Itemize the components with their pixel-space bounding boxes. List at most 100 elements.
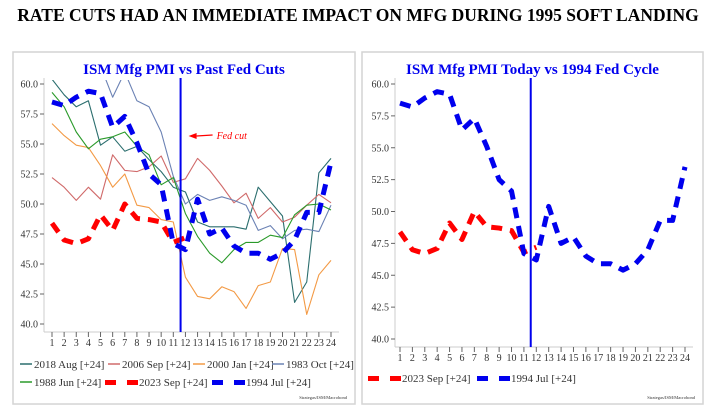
x-tick-label: 16 bbox=[229, 338, 239, 349]
x-tick-label: 21 bbox=[643, 353, 653, 364]
legend-label: 2023 Sep [+24] bbox=[139, 377, 208, 389]
y-tick-label: 50.0 bbox=[372, 207, 390, 218]
x-tick-label: 18 bbox=[606, 353, 616, 364]
y-tick-label: 40.0 bbox=[372, 335, 390, 346]
series-line-2018-aug-24- bbox=[51, 80, 332, 303]
x-tick-label: 11 bbox=[168, 338, 178, 349]
x-tick-label: 7 bbox=[472, 353, 477, 364]
x-tick-label: 20 bbox=[277, 338, 287, 349]
legend-item[interactable]: 1994 Jul [+24] bbox=[477, 373, 576, 385]
series-group bbox=[49, 80, 334, 315]
x-tick-label: 14 bbox=[556, 353, 566, 364]
y-tick-label: 57.5 bbox=[372, 111, 390, 122]
x-tick-label: 5 bbox=[447, 353, 452, 364]
panel-border bbox=[361, 51, 704, 405]
x-tick-label: 12 bbox=[531, 353, 541, 364]
annotation-label: Fed cut bbox=[216, 131, 247, 142]
x-tick-label: 13 bbox=[193, 338, 203, 349]
x-tick-label: 24 bbox=[326, 338, 336, 349]
y-tick-label: 60.0 bbox=[372, 80, 390, 91]
x-tick-label: 1 bbox=[50, 338, 55, 349]
x-tick-label: 4 bbox=[86, 338, 91, 349]
series-line-2023-sep-24- bbox=[397, 209, 538, 257]
annotation-arrow-head bbox=[188, 133, 197, 139]
y-tick-label: 47.5 bbox=[372, 239, 390, 250]
chart-panel-2: ISM Mfg PMI Today vs 1994 Fed Cycle 40.0 4… bbox=[361, 51, 704, 405]
y-tick-label: 45.0 bbox=[372, 271, 390, 282]
page-title: RATE CUTS HAD AN IMMEDIATE IMPACT ON MFG… bbox=[17, 5, 699, 25]
series-line-2006-sep-24- bbox=[51, 154, 332, 223]
legend-label: 2018 Aug [+24] bbox=[34, 359, 104, 371]
legend-item[interactable]: 2000 Jan [+24] bbox=[193, 359, 274, 371]
x-tick-label: 4 bbox=[435, 353, 440, 364]
y-tick-label: 45.0 bbox=[21, 260, 39, 271]
x-tick-label: 8 bbox=[134, 338, 139, 349]
chart-title: ISM Mfg PMI Today vs 1994 Fed Cycle bbox=[406, 62, 659, 78]
x-tick-label: 20 bbox=[630, 353, 640, 364]
chart-panel-1: ISM Mfg PMI vs Past Fed Cuts 40.0 42.5 45.0… bbox=[12, 51, 356, 405]
x-tick-label: 3 bbox=[74, 338, 79, 349]
legend-label: 2006 Sep [+24] bbox=[122, 359, 191, 371]
panel-border bbox=[12, 51, 356, 405]
annotation-arrow bbox=[196, 134, 213, 137]
x-tick-label: 10 bbox=[156, 338, 166, 349]
x-tick-label: 19 bbox=[265, 338, 275, 349]
x-tick-label: 7 bbox=[122, 338, 127, 349]
x-tick-label: 17 bbox=[593, 353, 603, 364]
x-tick-label: 2 bbox=[410, 353, 415, 364]
x-tick-label: 22 bbox=[655, 353, 665, 364]
legend-item[interactable]: 2023 Sep [+24] bbox=[368, 373, 471, 385]
x-tick-label: 9 bbox=[147, 338, 152, 349]
y-tick-label: 60.0 bbox=[21, 80, 39, 91]
y-tick-label: 52.5 bbox=[21, 170, 39, 181]
x-tick-label: 19 bbox=[618, 353, 628, 364]
x-tick-label: 6 bbox=[459, 353, 464, 364]
source-note: Strategas/ISM/Macrobond bbox=[647, 395, 695, 400]
x-tick-label: 21 bbox=[290, 338, 300, 349]
x-tick-label: 13 bbox=[544, 353, 554, 364]
x-tick-label: 24 bbox=[680, 353, 690, 364]
y-tick-label: 50.0 bbox=[21, 200, 39, 211]
x-tick-label: 15 bbox=[217, 338, 227, 349]
y-tick-label: 40.0 bbox=[21, 320, 39, 331]
x-tick-label: 3 bbox=[422, 353, 427, 364]
series-line-1988-jun-24- bbox=[51, 92, 332, 264]
source-note: Strategas/ISM/Macrobond bbox=[299, 395, 347, 400]
x-tick-label: 11 bbox=[519, 353, 529, 364]
x-tick-label: 2 bbox=[62, 338, 67, 349]
chart-title: ISM Mfg PMI vs Past Fed Cuts bbox=[83, 62, 285, 78]
legend-item[interactable]: 1983 Oct [+24] bbox=[272, 359, 354, 371]
x-tick-label: 17 bbox=[241, 338, 251, 349]
legend-dash-marker bbox=[477, 376, 488, 381]
series-line-1994-jul-24- bbox=[51, 88, 334, 262]
legend-item[interactable]: 2023 Sep [+24] bbox=[105, 377, 208, 389]
series-group bbox=[397, 89, 688, 273]
legend-item[interactable]: 2018 Aug [+24] bbox=[20, 359, 104, 371]
legend-item[interactable]: 2006 Sep [+24] bbox=[108, 359, 191, 371]
series-line-1994-jul-24- bbox=[399, 89, 688, 273]
legend-dash-marker bbox=[105, 380, 116, 385]
x-tick-label: 22 bbox=[302, 338, 312, 349]
legend-dash-marker bbox=[127, 380, 138, 385]
y-tick-label: 52.5 bbox=[372, 175, 390, 186]
legend-label: 2000 Jan [+24] bbox=[207, 359, 274, 371]
x-tick-label: 16 bbox=[581, 353, 591, 364]
y-tick-label: 42.5 bbox=[372, 303, 390, 314]
legend-dash-marker bbox=[234, 380, 245, 385]
x-tick-label: 6 bbox=[110, 338, 115, 349]
y-tick-label: 57.5 bbox=[21, 110, 39, 121]
legend-dash-marker bbox=[390, 376, 401, 381]
x-tick-label: 23 bbox=[314, 338, 324, 349]
legend-label: 1994 Jul [+24] bbox=[511, 373, 576, 385]
x-tick-label: 10 bbox=[507, 353, 517, 364]
x-tick-label: 8 bbox=[484, 353, 489, 364]
legend-label: 1994 Jul [+24] bbox=[246, 377, 311, 389]
legend-item[interactable]: 1994 Jul [+24] bbox=[212, 377, 311, 389]
x-tick-label: 14 bbox=[205, 338, 215, 349]
legend-item[interactable]: 1988 Jun [+24] bbox=[20, 377, 101, 389]
legend-dash-marker bbox=[212, 380, 223, 385]
x-tick-label: 23 bbox=[668, 353, 678, 364]
y-tick-label: 47.5 bbox=[21, 230, 39, 241]
legend-dash-marker bbox=[499, 376, 510, 381]
